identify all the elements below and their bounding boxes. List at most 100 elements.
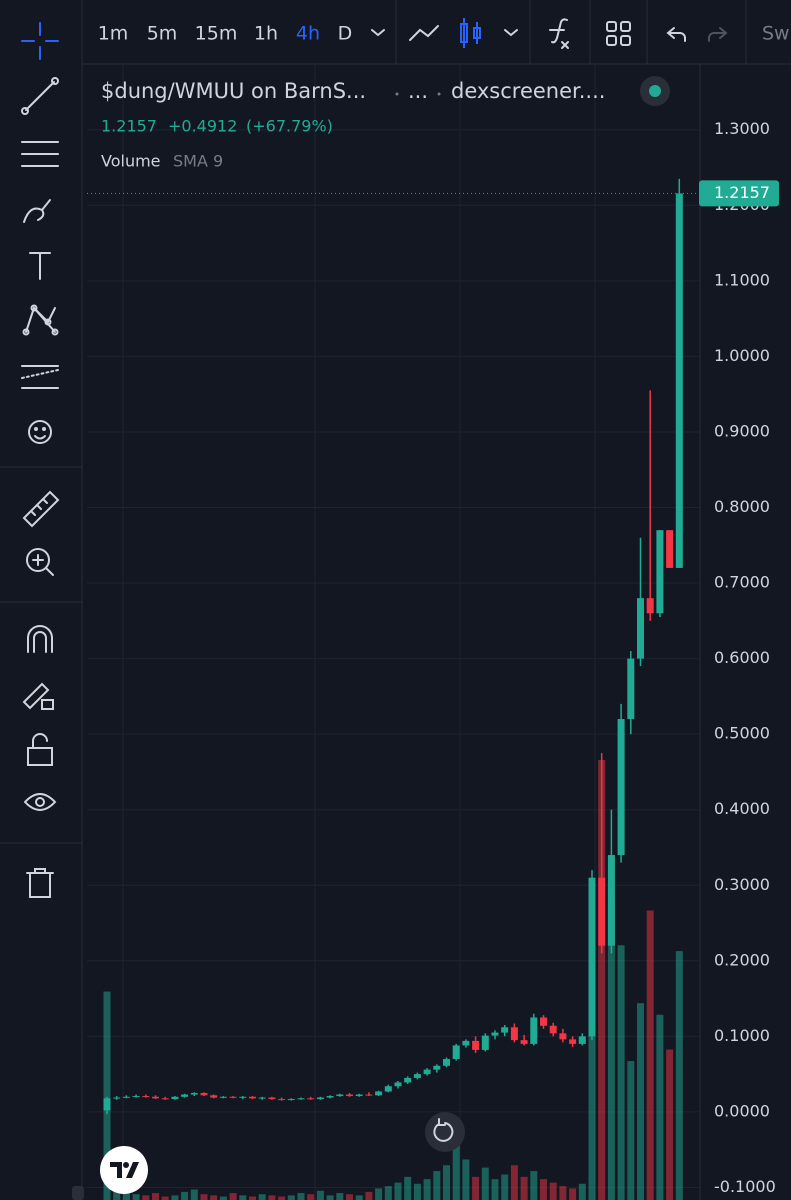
volume-bar	[316, 1190, 324, 1200]
volume-bar	[384, 1186, 392, 1200]
candle-body	[326, 1096, 334, 1098]
emoji-tool[interactable]	[28, 420, 52, 444]
ruler-tool[interactable]	[22, 490, 60, 528]
y-tick-label: -0.1000	[714, 1177, 776, 1196]
separator-dot	[437, 92, 441, 96]
candle-body	[423, 1069, 431, 1075]
candle-body	[113, 1097, 121, 1099]
volume-bar	[336, 1193, 344, 1200]
candle-body	[278, 1099, 286, 1101]
volume-bar	[413, 1183, 421, 1200]
volume-bar	[656, 1014, 664, 1200]
candle-body	[549, 1025, 557, 1034]
volume-bar	[239, 1195, 247, 1200]
volume-bar	[210, 1195, 218, 1200]
candle-body	[307, 1098, 315, 1100]
volume-bar	[287, 1195, 295, 1200]
volume-bar	[491, 1179, 499, 1200]
candle-body	[394, 1082, 402, 1087]
candle-body	[152, 1096, 159, 1099]
pattern-tool[interactable]	[22, 304, 59, 336]
candle-body	[656, 530, 664, 614]
volume-bar	[278, 1196, 286, 1200]
volume-bar	[229, 1193, 237, 1200]
crosshair-tool[interactable]	[21, 22, 59, 60]
volume-bar	[510, 1165, 518, 1200]
volume-bar	[113, 1190, 121, 1200]
volume-bar	[346, 1194, 353, 1200]
y-tick-label: 0.2000	[714, 950, 770, 969]
candle-body	[627, 658, 635, 720]
interval-button[interactable]: 4h	[296, 23, 320, 45]
volume-bar	[200, 1194, 208, 1200]
candle-body	[190, 1093, 198, 1095]
candle-body	[617, 719, 625, 856]
candle-chart-button[interactable]	[460, 18, 481, 48]
interval-group: 1m 5m 15m 1h 4h D	[98, 23, 353, 45]
interval-button[interactable]: D	[338, 23, 353, 45]
volume-bar	[365, 1191, 373, 1200]
interval-button[interactable]: 5m	[147, 23, 178, 45]
volume-bar	[249, 1196, 256, 1200]
price-change-pct: (+67.79%)	[246, 117, 333, 136]
candle-body	[510, 1027, 518, 1041]
candle-body	[258, 1097, 266, 1099]
interval-button[interactable]: 1m	[98, 23, 129, 45]
price-axis: 1.30001.20001.10001.00000.90000.80000.70…	[699, 119, 779, 1196]
y-tick-label: 0.8000	[714, 497, 770, 516]
candle-body	[132, 1096, 140, 1098]
overflow-label[interactable]: Sw	[762, 23, 790, 45]
candles	[87, 178, 700, 1115]
magnet-tool[interactable]	[27, 625, 53, 653]
volume-sma: SMA 9	[173, 152, 223, 171]
delete-tool[interactable]	[26, 868, 54, 898]
candle-body	[355, 1094, 363, 1097]
trendline-tool[interactable]	[21, 77, 59, 115]
candle-body	[249, 1096, 256, 1099]
reset-button[interactable]	[425, 1112, 465, 1152]
layout-button[interactable]	[606, 21, 631, 46]
chart-type-menu[interactable]	[504, 29, 518, 37]
undo-button[interactable]	[666, 27, 686, 42]
candle-body	[646, 598, 654, 614]
zoom-tool[interactable]	[26, 548, 54, 576]
brush-tool[interactable]	[23, 199, 51, 223]
indicators-button[interactable]	[549, 18, 569, 49]
lock-drawings-tool[interactable]	[22, 682, 54, 710]
redo-button[interactable]	[708, 27, 728, 42]
text-tool[interactable]	[29, 252, 51, 280]
interval-button[interactable]: 15m	[195, 23, 238, 45]
candle-body	[171, 1096, 179, 1100]
candle-body	[666, 530, 674, 568]
y-tick-label: 0.4000	[714, 799, 770, 818]
symbol[interactable]: $dung/WMUU on BarnS...	[101, 79, 366, 103]
volume-bar	[637, 1003, 644, 1200]
visibility-tool[interactable]	[24, 793, 57, 811]
line-chart-button[interactable]	[409, 25, 439, 41]
candle-body	[346, 1094, 353, 1097]
candle-body	[229, 1096, 237, 1098]
grid	[87, 129, 700, 1188]
y-tick-label: 0.3000	[714, 875, 770, 894]
candle-body	[462, 1040, 470, 1046]
lock-tool[interactable]	[27, 733, 53, 766]
interval-menu[interactable]	[371, 29, 385, 37]
volume-bar	[481, 1167, 489, 1200]
candle-body	[452, 1045, 460, 1060]
scroll-handle[interactable]	[72, 1186, 84, 1200]
candle-body	[530, 1017, 538, 1044]
volume-bar	[152, 1193, 159, 1200]
candle-body	[443, 1059, 450, 1066]
interval-button[interactable]: 1h	[254, 23, 278, 45]
candle-body	[384, 1086, 392, 1092]
fib-tool[interactable]	[21, 141, 59, 167]
candle-body	[481, 1035, 489, 1050]
legend: $dung/WMUU on BarnS... ... dexscreener..…	[101, 76, 670, 171]
prediction-tool[interactable]	[21, 365, 59, 389]
tv-logo	[100, 1146, 148, 1194]
candle-body	[588, 877, 596, 1037]
legend-dots: ...	[408, 79, 428, 103]
volume-bar	[375, 1188, 383, 1200]
